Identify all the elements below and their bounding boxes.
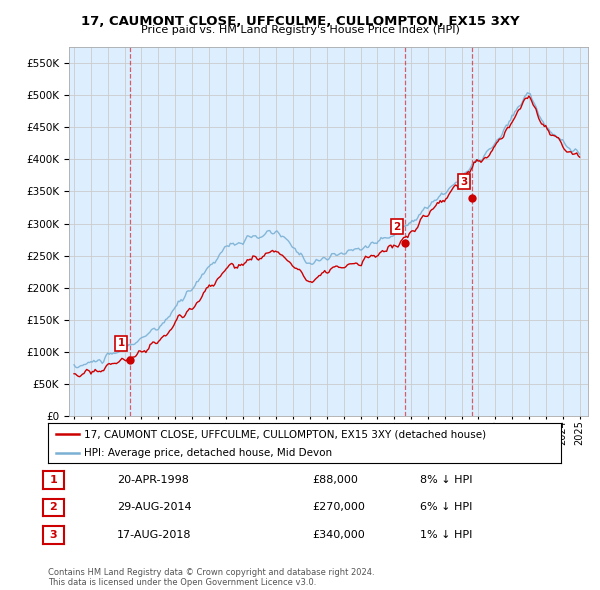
Text: 1: 1 <box>118 339 125 349</box>
Text: £340,000: £340,000 <box>312 530 365 540</box>
Text: 3: 3 <box>460 177 467 187</box>
Text: 29-AUG-2014: 29-AUG-2014 <box>117 503 191 512</box>
Text: 6% ↓ HPI: 6% ↓ HPI <box>420 503 472 512</box>
Text: 1% ↓ HPI: 1% ↓ HPI <box>420 530 472 540</box>
Text: 17, CAUMONT CLOSE, UFFCULME, CULLOMPTON, EX15 3XY: 17, CAUMONT CLOSE, UFFCULME, CULLOMPTON,… <box>80 15 520 28</box>
Text: 17, CAUMONT CLOSE, UFFCULME, CULLOMPTON, EX15 3XY (detached house): 17, CAUMONT CLOSE, UFFCULME, CULLOMPTON,… <box>84 430 486 440</box>
Text: HPI: Average price, detached house, Mid Devon: HPI: Average price, detached house, Mid … <box>84 448 332 458</box>
Text: 2: 2 <box>50 503 57 512</box>
Text: 3: 3 <box>50 530 57 540</box>
Text: £270,000: £270,000 <box>312 503 365 512</box>
Text: 8% ↓ HPI: 8% ↓ HPI <box>420 475 473 484</box>
Text: 20-APR-1998: 20-APR-1998 <box>117 475 189 484</box>
Text: Contains HM Land Registry data © Crown copyright and database right 2024.
This d: Contains HM Land Registry data © Crown c… <box>48 568 374 587</box>
Text: Price paid vs. HM Land Registry's House Price Index (HPI): Price paid vs. HM Land Registry's House … <box>140 25 460 35</box>
Text: 1: 1 <box>50 475 57 484</box>
Text: 2: 2 <box>393 222 401 232</box>
Text: £88,000: £88,000 <box>312 475 358 484</box>
Text: 17-AUG-2018: 17-AUG-2018 <box>117 530 191 540</box>
